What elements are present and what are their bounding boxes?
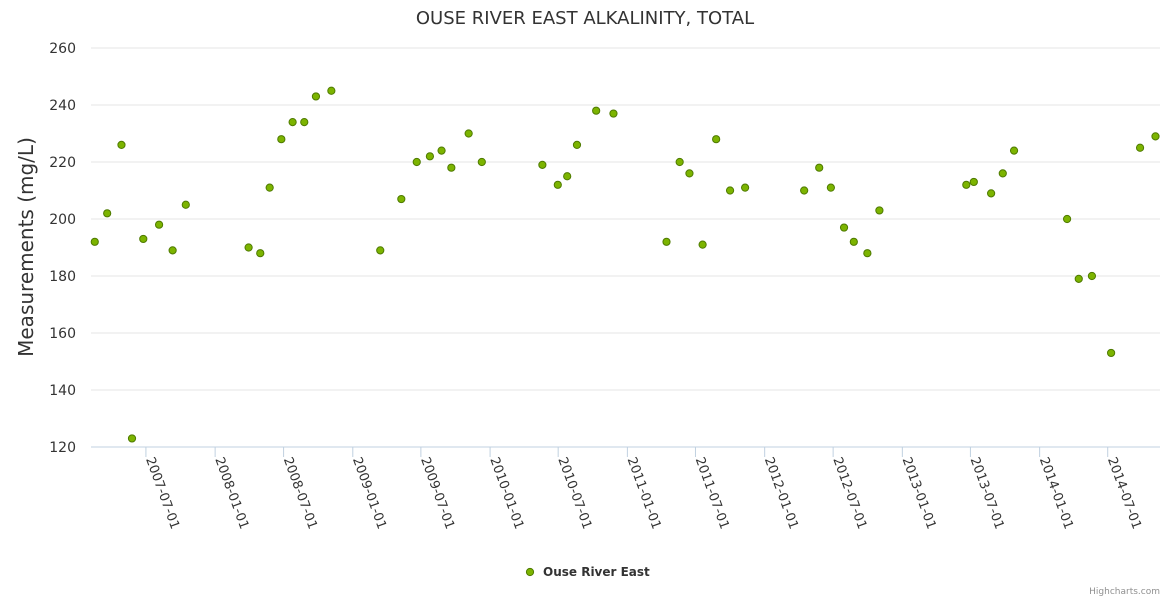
data-point[interactable] xyxy=(1074,274,1083,283)
y-tick-label: 140 xyxy=(49,383,76,399)
data-point[interactable] xyxy=(1062,214,1072,224)
data-point[interactable] xyxy=(277,135,286,144)
y-tick-label: 220 xyxy=(49,155,76,171)
data-point[interactable] xyxy=(849,237,858,246)
data-point[interactable] xyxy=(815,163,824,172)
legend[interactable]: Ouse River East xyxy=(525,565,650,579)
credits-link[interactable]: Highcharts.com xyxy=(1089,587,1160,597)
data-point[interactable] xyxy=(875,206,884,215)
data-point[interactable] xyxy=(437,146,446,155)
data-point[interactable] xyxy=(969,177,978,187)
y-tick-label: 240 xyxy=(49,98,76,114)
y-axis-label: Measurements (mg/L) xyxy=(14,137,38,357)
data-point[interactable] xyxy=(1107,348,1116,358)
data-point[interactable] xyxy=(712,135,721,144)
data-point[interactable] xyxy=(725,186,735,195)
data-point[interactable] xyxy=(863,249,872,258)
y-tick-label: 120 xyxy=(49,440,76,456)
data-point[interactable] xyxy=(139,234,148,244)
y-tick-label: 200 xyxy=(49,212,76,228)
data-point[interactable] xyxy=(168,246,177,255)
data-point[interactable] xyxy=(103,209,112,218)
data-point[interactable] xyxy=(464,129,473,138)
data-point[interactable] xyxy=(376,246,385,255)
data-point[interactable] xyxy=(839,223,849,232)
data-point[interactable] xyxy=(412,157,421,167)
data-point[interactable] xyxy=(609,109,618,118)
data-point[interactable] xyxy=(311,92,321,101)
y-tick-label: 160 xyxy=(49,326,76,342)
data-point[interactable] xyxy=(117,140,126,149)
data-point[interactable] xyxy=(685,169,694,178)
data-point[interactable] xyxy=(592,106,601,115)
data-point[interactable] xyxy=(741,183,750,192)
data-point[interactable] xyxy=(662,237,671,246)
data-point[interactable] xyxy=(181,200,190,209)
data-point[interactable] xyxy=(425,152,435,161)
data-point[interactable] xyxy=(1087,271,1097,281)
data-point[interactable] xyxy=(675,157,684,167)
data-point[interactable] xyxy=(1151,132,1160,141)
data-point[interactable] xyxy=(998,169,1007,178)
grid-lines xyxy=(91,47,1160,391)
data-point[interactable] xyxy=(256,249,265,258)
data-point[interactable] xyxy=(154,220,164,229)
data-point[interactable] xyxy=(397,194,406,204)
data-point[interactable] xyxy=(987,189,996,198)
y-axis-ticks: 120 140 160 180 200 220 240 260 xyxy=(49,41,76,456)
series-ouse-river-east[interactable] xyxy=(90,86,1160,443)
data-point[interactable] xyxy=(477,157,486,167)
chart-title: OUSE RIVER EAST ALKALINITY, TOTAL xyxy=(416,8,754,29)
data-point[interactable] xyxy=(327,86,336,95)
data-point[interactable] xyxy=(265,183,274,192)
data-point[interactable] xyxy=(90,237,99,246)
data-point[interactable] xyxy=(962,180,971,189)
y-tick-label: 180 xyxy=(49,269,76,285)
data-point[interactable] xyxy=(244,243,253,252)
legend-item-label[interactable]: Ouse River East xyxy=(543,565,650,579)
data-point[interactable] xyxy=(826,183,835,192)
data-point[interactable] xyxy=(288,118,297,127)
data-point[interactable] xyxy=(1009,146,1019,155)
data-point[interactable] xyxy=(563,172,572,181)
data-point[interactable] xyxy=(300,118,309,127)
data-point[interactable] xyxy=(800,186,809,195)
data-point[interactable] xyxy=(572,140,582,149)
data-point[interactable] xyxy=(127,434,137,443)
data-point[interactable] xyxy=(1135,143,1145,152)
legend-marker xyxy=(525,567,535,577)
data-point[interactable] xyxy=(447,163,456,172)
data-point[interactable] xyxy=(538,160,547,169)
data-point[interactable] xyxy=(698,240,707,249)
y-tick-label: 260 xyxy=(49,41,76,57)
data-point[interactable] xyxy=(553,180,562,189)
